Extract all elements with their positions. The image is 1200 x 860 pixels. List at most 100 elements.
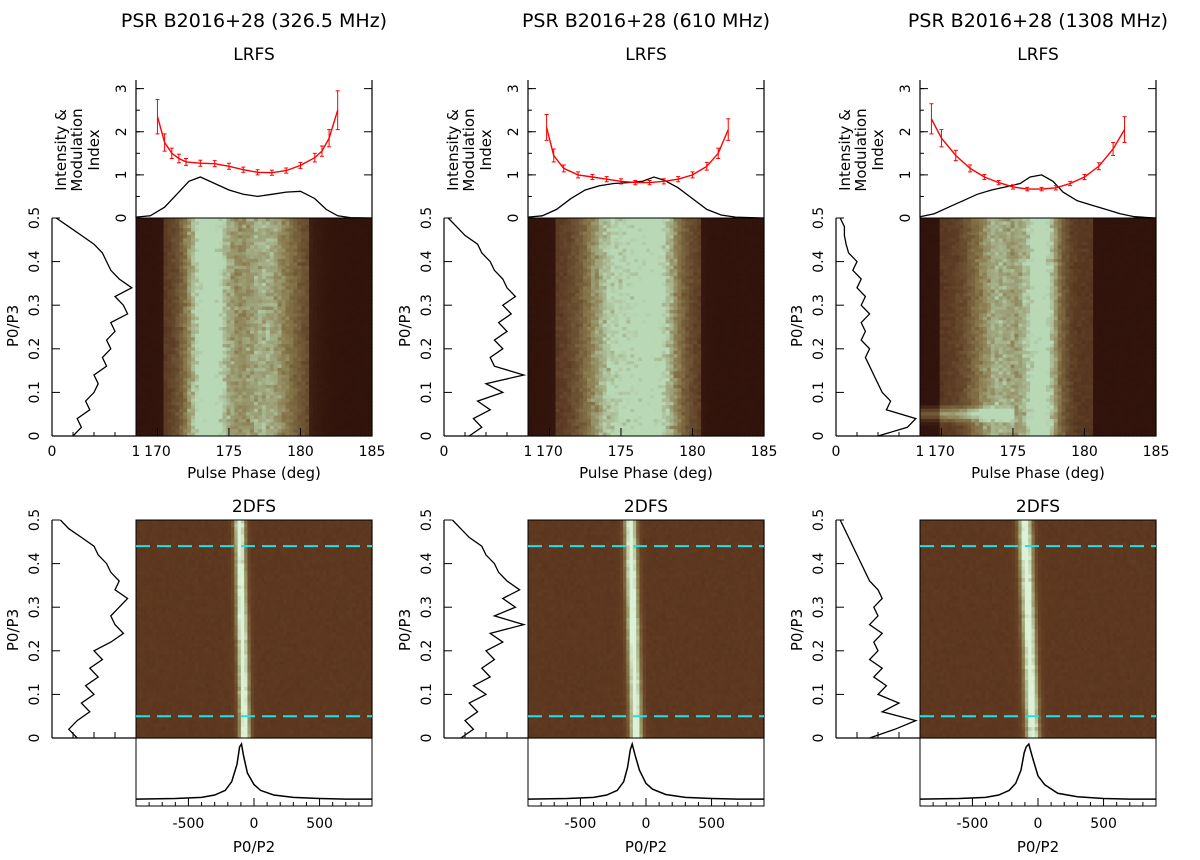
lrfs-cell	[285, 378, 290, 382]
lrfs-cell	[282, 245, 287, 249]
lrfs-cell	[309, 279, 314, 283]
lrfs-cell	[337, 419, 342, 423]
lrfs-cell	[223, 392, 228, 396]
lrfs-cell	[167, 279, 172, 283]
lrfs-cell	[274, 327, 279, 331]
lrfs-cell	[156, 364, 161, 368]
lrfs-cell	[144, 228, 149, 232]
lrfs-cell	[234, 245, 239, 249]
lrfs-cell	[152, 262, 157, 266]
lrfs-cell	[309, 419, 314, 423]
lrfs-cell	[297, 262, 302, 266]
lrfs-cell	[191, 382, 196, 386]
lrfs-cell	[179, 225, 184, 229]
lrfs-cell	[278, 344, 283, 348]
lrfs-cell	[289, 317, 294, 321]
lrfs-cell	[156, 337, 161, 341]
lrfs-cell	[183, 378, 188, 382]
lrfs-cell	[136, 218, 141, 222]
lrfs-cell	[156, 317, 161, 321]
lrfs-cell	[317, 419, 322, 423]
lrfs-cell	[203, 296, 208, 300]
lrfs-cell	[199, 245, 204, 249]
lrfs-cell	[313, 419, 318, 423]
lrfs-cell	[242, 388, 247, 392]
lrfs-cell	[278, 252, 283, 256]
lrfs-cell	[136, 245, 141, 249]
lrfs-cell	[341, 351, 346, 355]
lrfs-cell	[325, 364, 330, 368]
lrfs-cell	[195, 300, 200, 304]
lrfs-cell	[309, 273, 314, 277]
lrfs-cell	[199, 405, 204, 409]
lrfs-cell	[364, 419, 369, 423]
lrfs-cell	[136, 307, 141, 311]
lrfs-cell	[179, 269, 184, 273]
lrfs-cell	[258, 317, 263, 321]
panel-title: PSR B2016+28 (326.5 MHz)	[121, 10, 387, 32]
lrfs-cell	[250, 269, 255, 273]
lrfs-cell	[278, 218, 283, 222]
lrfs-cell	[289, 416, 294, 420]
lrfs-cell	[140, 337, 145, 341]
lrfs-cell	[274, 426, 279, 430]
lrfs-cell	[297, 290, 302, 294]
lrfs-cell	[207, 344, 212, 348]
lrfs-cell	[266, 279, 271, 283]
lrfs-cell	[352, 399, 357, 403]
lrfs-cell	[230, 405, 235, 409]
lrfs-cell	[321, 317, 326, 321]
lrfs-cell	[207, 426, 212, 430]
lrfs-cell	[289, 225, 294, 229]
lrfs-cell	[136, 378, 141, 382]
lrfs-cell	[341, 317, 346, 321]
lrfs-cell	[199, 283, 204, 287]
lrfs-cell	[215, 337, 220, 341]
lrfs-cell	[348, 382, 353, 386]
lrfs-cell	[136, 351, 141, 355]
lrfs-cell	[215, 269, 220, 273]
lrfs-cell	[136, 300, 141, 304]
lrfs-cell	[317, 252, 322, 256]
lrfs-cell	[187, 344, 192, 348]
lrfs-cell	[321, 419, 326, 423]
lrfs-cell	[156, 228, 161, 232]
lrfs-cell	[289, 344, 294, 348]
lrfs-cell	[230, 310, 235, 314]
lrfs-cell	[152, 225, 157, 229]
lrfs-cell	[223, 409, 228, 413]
lrfs-cell	[144, 317, 149, 321]
lrfs-cell	[285, 419, 290, 423]
lrfs-cell	[238, 283, 243, 287]
lrfs-cell	[183, 228, 188, 232]
lrfs-cell	[164, 296, 169, 300]
lrfs-cell	[305, 327, 310, 331]
lrfs-cell	[341, 344, 346, 348]
lrfs-cell	[258, 225, 263, 229]
lrfs-cell	[203, 382, 208, 386]
lrfs-cell	[211, 354, 216, 358]
lrfs-cell	[230, 225, 235, 229]
lrfs-cell	[238, 228, 243, 232]
lrfs-cell	[341, 252, 346, 256]
lrfs-cell	[317, 409, 322, 413]
lrfs-cell	[321, 382, 326, 386]
lrfs-cell	[282, 351, 287, 355]
lrfs-cell	[238, 351, 243, 355]
lrfs-cell	[246, 269, 251, 273]
lrfs-cell	[313, 409, 318, 413]
lrfs-cell	[270, 361, 275, 365]
lrfs-cell	[242, 364, 247, 368]
lrfs-cell	[223, 405, 228, 409]
lrfs-cell	[317, 255, 322, 259]
lrfs-cell	[356, 388, 361, 392]
lrfs-cell	[250, 290, 255, 294]
lrfs-cell	[211, 419, 216, 423]
lrfs-cell	[289, 399, 294, 403]
lrfs-cell	[297, 399, 302, 403]
lrfs-cell	[156, 405, 161, 409]
lrfs-cell	[317, 364, 322, 368]
lrfs-cell	[195, 228, 200, 232]
lrfs-cell	[293, 426, 298, 430]
lrfs-cell	[136, 334, 141, 338]
